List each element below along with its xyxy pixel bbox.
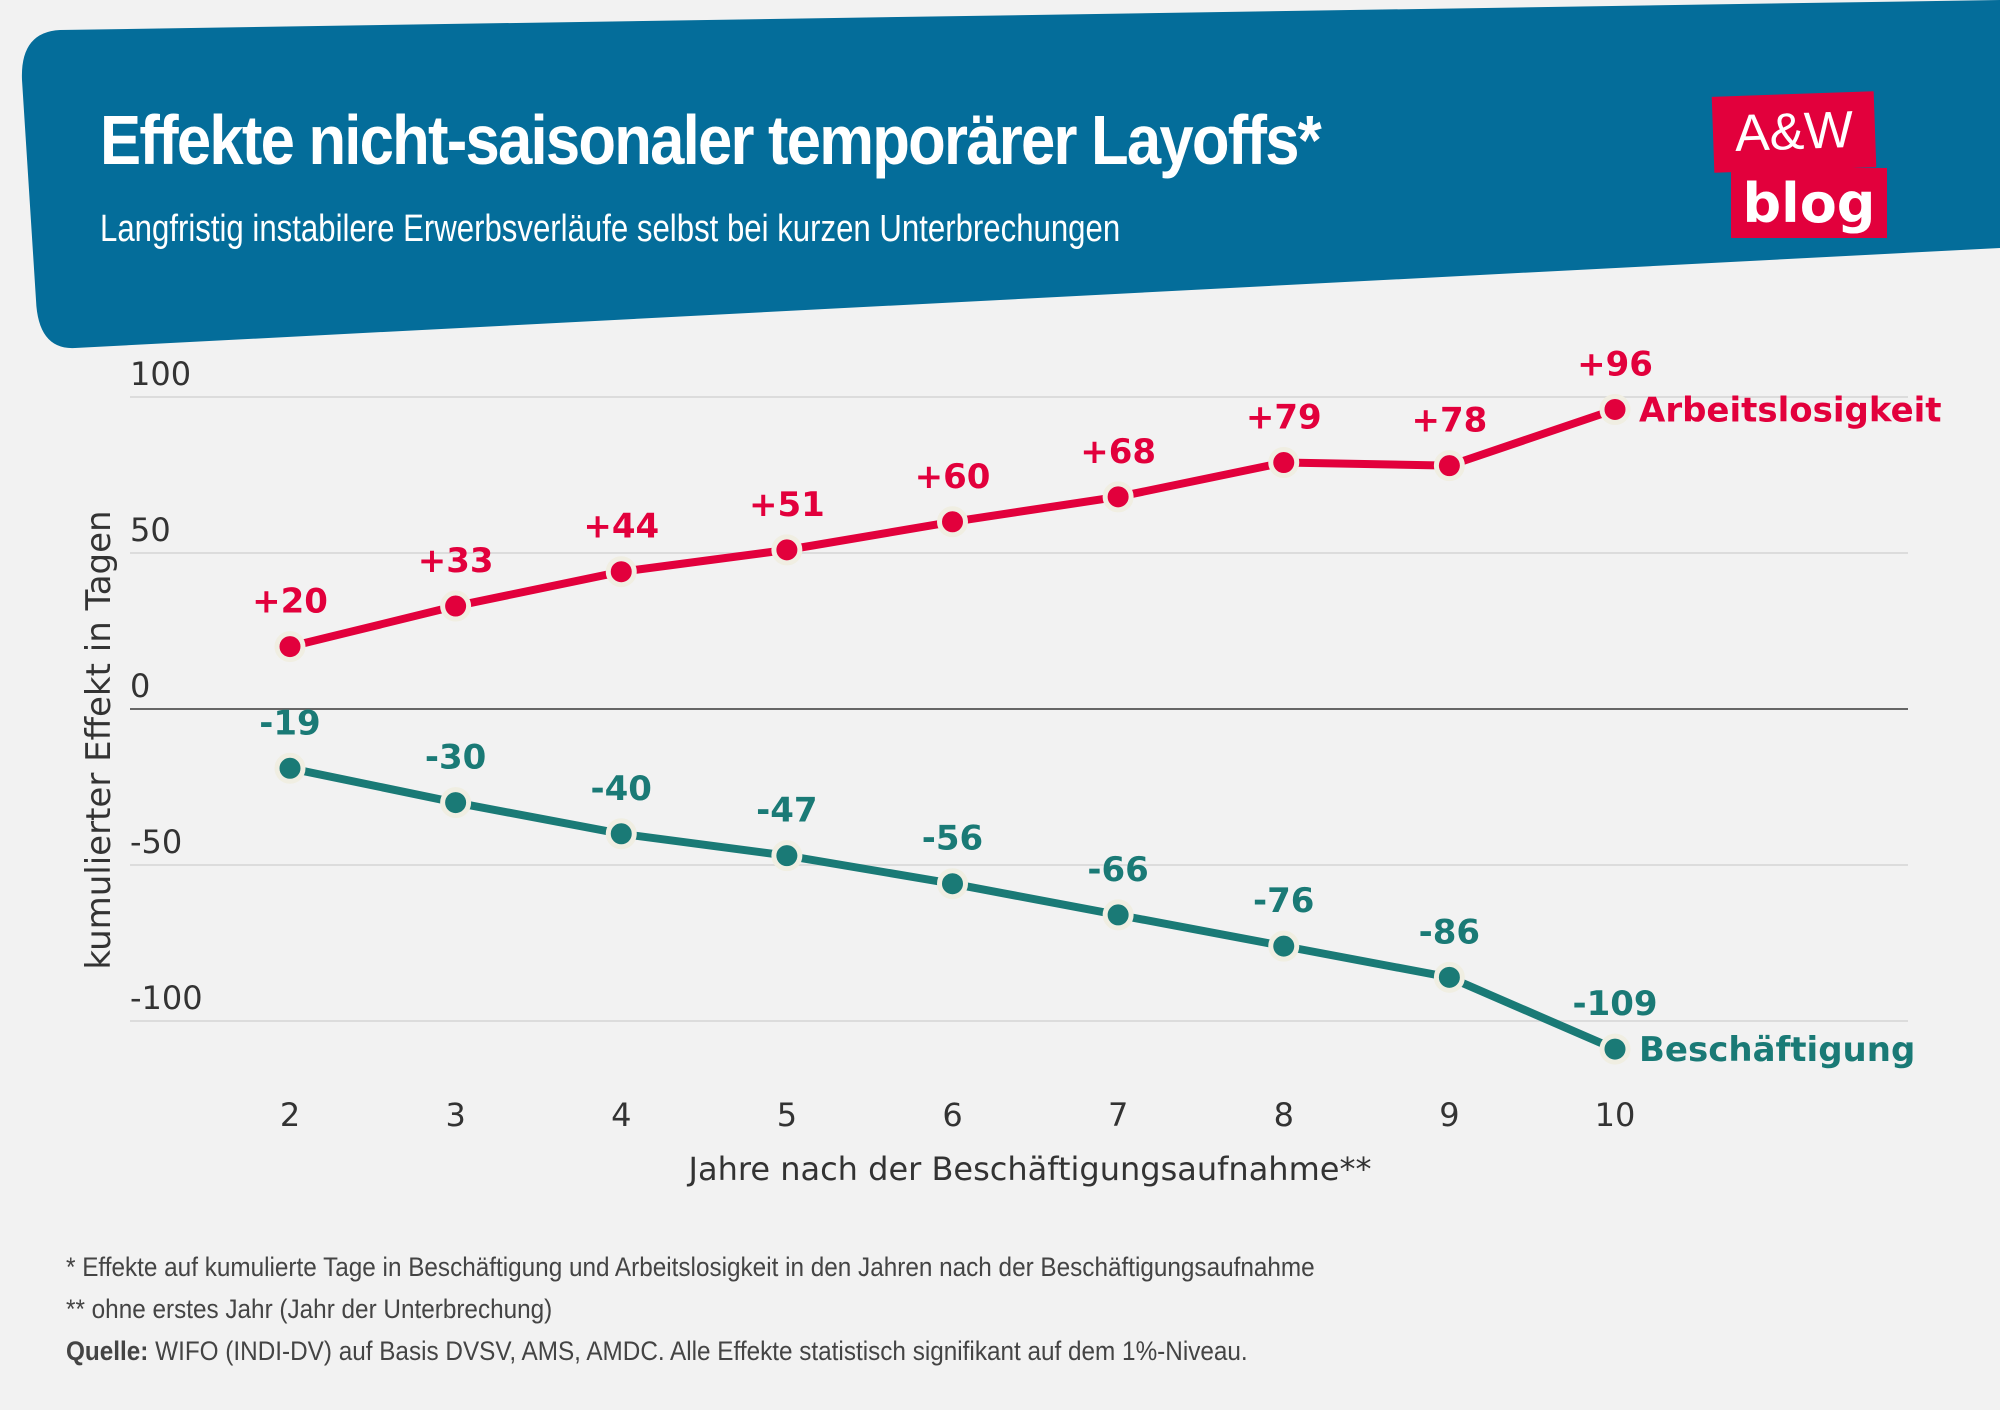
- y-tick-label: -100: [130, 979, 203, 1017]
- data-point: [1433, 450, 1465, 482]
- y-tick-label: 100: [130, 355, 191, 393]
- x-tick-label: 7: [1108, 1096, 1128, 1134]
- data-point: [440, 590, 472, 622]
- data-label: +51: [749, 485, 825, 525]
- data-label: +44: [583, 507, 659, 547]
- data-label: -109: [1572, 984, 1657, 1024]
- x-tick-label: 8: [1274, 1096, 1294, 1134]
- data-label: +96: [1577, 344, 1653, 384]
- data-point: [1433, 961, 1465, 993]
- source-label: Quelle:: [66, 1336, 149, 1366]
- data-label: +20: [252, 582, 328, 622]
- data-label: -40: [591, 769, 652, 809]
- data-point: [771, 840, 803, 872]
- x-axis-ticks: 2 3 4 5 6 7 8 9 10: [280, 1096, 1636, 1134]
- x-tick-label: 3: [445, 1096, 465, 1134]
- grid-lines: [130, 396, 1908, 1022]
- x-tick-label: 10: [1595, 1096, 1636, 1134]
- data-point: [937, 868, 968, 900]
- data-point: [605, 556, 637, 588]
- data-label: -76: [1253, 881, 1314, 921]
- data-label: +60: [915, 457, 991, 497]
- data-label: -47: [756, 791, 817, 831]
- series-name-label: Beschäftigung: [1639, 1030, 1915, 1070]
- y-tick-label: -50: [130, 823, 182, 861]
- x-tick-label: 5: [777, 1096, 797, 1134]
- data-point: [605, 818, 637, 850]
- series-group: +20 +33 +44 +51 +60 +68 +79 +78 +96 Arbeitslosigk…: [252, 344, 1941, 1070]
- source-text: WIFO (INDI-DV) auf Basis DVSV, AMS, AMDC…: [148, 1336, 1248, 1366]
- data-point: [771, 534, 803, 566]
- y-axis-ticks: 100 50 0 -50 -100: [130, 355, 203, 1017]
- x-tick-label: 9: [1439, 1096, 1459, 1134]
- data-point: [1102, 899, 1134, 931]
- data-label: -19: [259, 703, 320, 743]
- data-label: +68: [1080, 432, 1156, 472]
- data-label: +79: [1246, 398, 1322, 438]
- header-banner: [21, 0, 2000, 349]
- footnote-1: * Effekte auf kumulierte Tage in Beschäf…: [66, 1252, 1315, 1282]
- logo-line-2: blog: [1731, 168, 1887, 238]
- x-tick-label: 4: [611, 1096, 631, 1134]
- data-label: +78: [1411, 401, 1487, 441]
- data-label: -30: [425, 738, 486, 778]
- line-chart: 100 50 0 -50 -100 2 3 4 5 6 7 8 9 10 kumulierter Eff…: [79, 344, 1942, 1188]
- data-point: [1268, 930, 1300, 962]
- y-tick-label: 0: [130, 667, 150, 705]
- series-beschäftigung: -19 -30 -40 -47 -56 -66 -76 -86 -109 Beschäftigun…: [259, 703, 1915, 1070]
- data-point: [1268, 447, 1300, 479]
- footnote-2: ** ohne erstes Jahr (Jahr der Unterbrech…: [66, 1294, 553, 1324]
- data-point: [937, 506, 968, 538]
- data-point: [1599, 393, 1631, 425]
- x-tick-label: 6: [942, 1096, 962, 1134]
- data-label: +33: [418, 541, 494, 581]
- data-point: [1599, 1033, 1631, 1065]
- y-tick-label: 50: [130, 511, 171, 549]
- chart-title: Effekte nicht-saisonaler temporärer Layo…: [100, 101, 1322, 179]
- series-name-label: Arbeitslosigkeit: [1639, 390, 1942, 430]
- series-line: [289, 764, 1617, 1053]
- aw-blog-logo: A&W blog: [1711, 91, 1887, 242]
- source-note: Quelle: WIFO (INDI-DV) auf Basis DVSV, A…: [66, 1336, 1248, 1367]
- data-label: -56: [922, 819, 983, 859]
- x-tick-label: 2: [280, 1096, 300, 1134]
- data-point: [274, 752, 306, 784]
- data-point: [274, 631, 306, 663]
- data-point: [1102, 481, 1134, 513]
- series-arbeitslosigkeit: +20 +33 +44 +51 +60 +68 +79 +78 +96 Arbeitslosigk…: [252, 344, 1942, 663]
- data-label: -86: [1419, 912, 1480, 952]
- y-axis-label: kumulierter Effekt in Tagen: [79, 510, 119, 969]
- data-point: [440, 787, 472, 819]
- chart-subtitle: Langfristig instabilere Erwerbsverläufe …: [100, 208, 1121, 250]
- data-label: -66: [1087, 850, 1148, 890]
- x-axis-label: Jahre nach der Beschäftigungsaufnahme**: [687, 1150, 1372, 1188]
